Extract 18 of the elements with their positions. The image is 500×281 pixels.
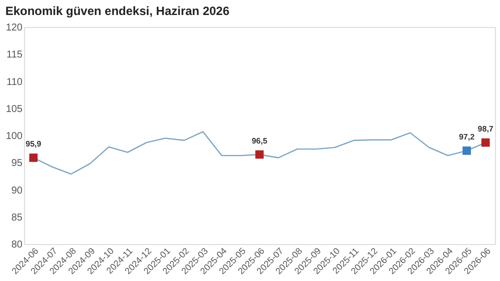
data-label: 98,7	[478, 124, 494, 134]
data-label: 97,2	[458, 132, 476, 142]
point	[481, 138, 490, 147]
point	[255, 150, 264, 159]
y-tick-label: 115	[6, 50, 23, 61]
y-tick-label: 85	[11, 212, 23, 224]
y-tick-label: 105	[6, 104, 23, 115]
point	[29, 154, 38, 162]
y-tick-label: 90	[11, 185, 23, 196]
y-tick-label: 80	[11, 240, 23, 250]
chart-title: Ekonomik güven endeksi, Haziran 2026	[5, 4, 230, 18]
y-tick-label: 120	[6, 22, 23, 34]
y-tick-label: 100	[6, 131, 23, 142]
point	[462, 146, 471, 155]
y-tick-label: 110	[6, 76, 23, 88]
y-tick-label: 95	[11, 158, 23, 170]
data-label: 95,9	[26, 140, 42, 149]
data-label: 96,5	[252, 136, 268, 146]
